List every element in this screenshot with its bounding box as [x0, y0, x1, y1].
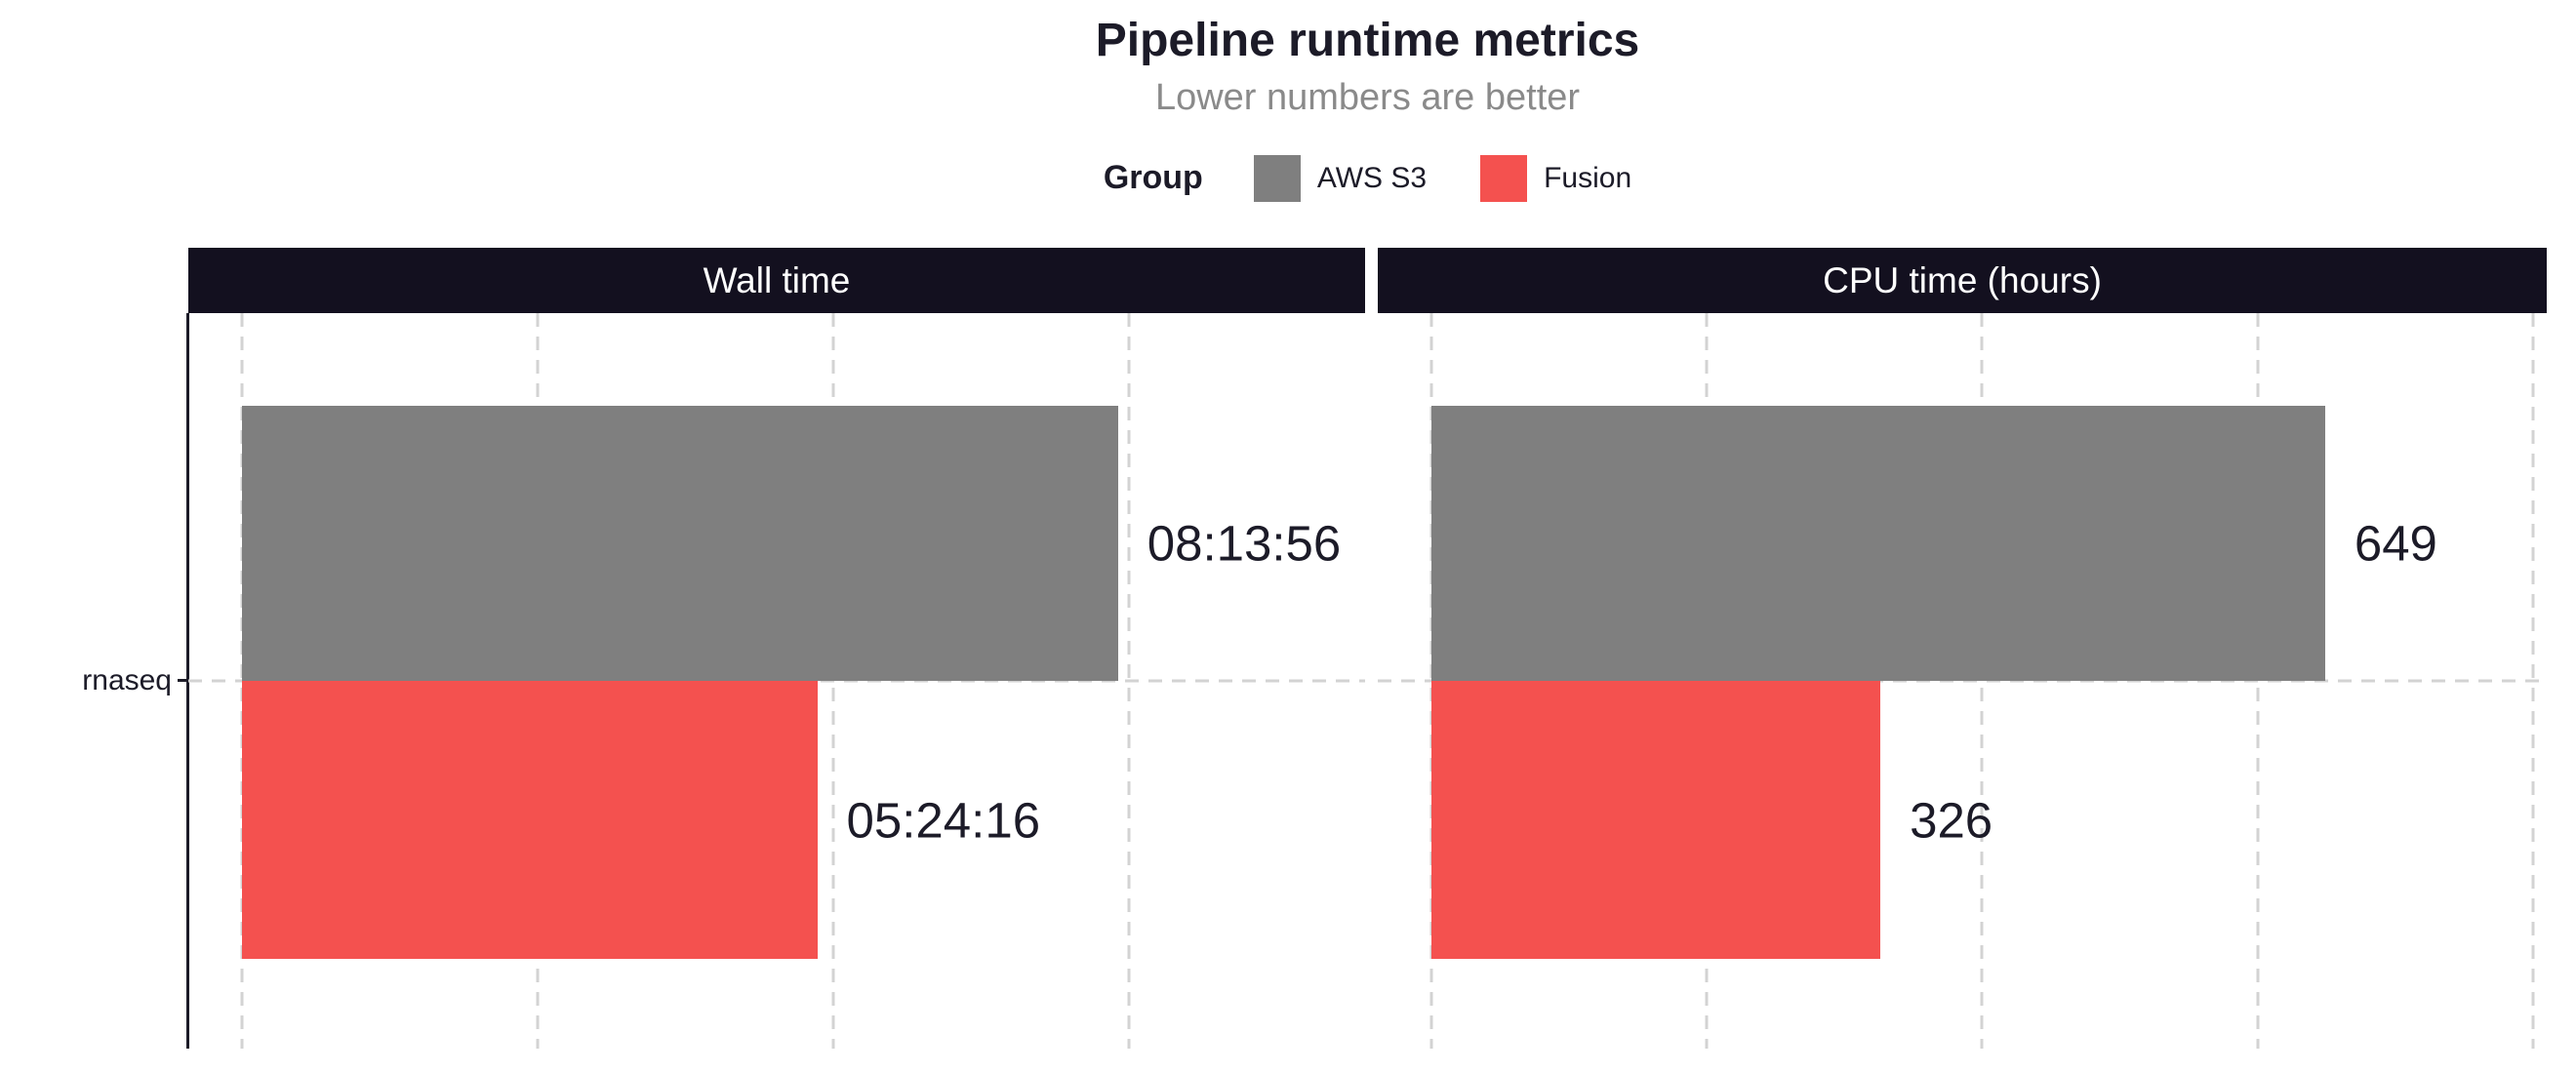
fusion-bar	[242, 681, 818, 959]
chart-title: Pipeline runtime metrics	[1095, 15, 1640, 66]
bar-value-label: 649	[2354, 515, 2437, 572]
y-axis-tick	[178, 679, 188, 682]
facet-strip-label: CPU time (hours)	[1823, 259, 2102, 300]
y-axis-category-label: rnaseq	[82, 664, 172, 696]
legend-label-aws-s3: AWS S3	[1316, 161, 1428, 194]
bar-value-label: 05:24:16	[846, 792, 1041, 848]
gridline-vertical	[831, 313, 835, 1049]
fusion-bar	[1431, 681, 1881, 959]
gridline-vertical	[1980, 313, 1984, 1049]
legend-item-aws-s3: AWS S3	[1253, 154, 1428, 202]
gridline-vertical	[2256, 313, 2260, 1049]
legend-label-fusion: Fusion	[1544, 161, 1632, 194]
facet-strip-wall-time: Wall time	[188, 248, 1365, 313]
legend-title: Group	[1103, 159, 1203, 197]
chart-subtitle: Lower numbers are better	[1154, 77, 1581, 119]
facet-strip-label: Wall time	[703, 259, 851, 300]
gridline-vertical	[2531, 313, 2535, 1049]
chart-header: Pipeline runtime metrics Lower numbers a…	[188, 0, 2547, 202]
legend-swatch-fusion	[1480, 154, 1528, 202]
legend-item-fusion: Fusion	[1480, 154, 1632, 202]
aws-s3-bar	[1431, 406, 2325, 681]
aws-s3-bar	[242, 406, 1118, 681]
facet-panel-wall-time: Wall time 08:13:56 05:24:16	[188, 248, 1365, 1049]
bar-value-label: 326	[1910, 792, 1993, 848]
gridline-vertical	[1127, 313, 1131, 1049]
legend: Group AWS S3 Fusion	[188, 154, 2547, 202]
bar-value-label: 08:13:56	[1147, 515, 1342, 572]
facet-body-cpu-time: 649 326	[1378, 313, 2547, 1049]
legend-swatch-aws-s3	[1253, 154, 1301, 202]
gridline-horizontal	[1378, 679, 2547, 683]
facet-strip-cpu-time: CPU time (hours)	[1378, 248, 2547, 313]
facet-body-wall-time: 08:13:56 05:24:16	[188, 313, 1365, 1049]
facet-panel-cpu-time: CPU time (hours) 649 326	[1378, 248, 2547, 1049]
